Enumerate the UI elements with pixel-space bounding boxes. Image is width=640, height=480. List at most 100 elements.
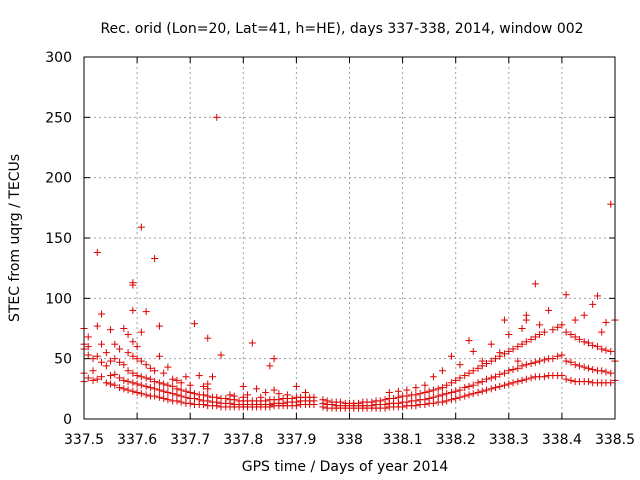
data-point: [186, 388, 194, 396]
data-point: [429, 393, 437, 401]
data-point: [266, 362, 274, 370]
data-point: [133, 388, 141, 396]
data-point: [164, 363, 172, 371]
data-point: [84, 351, 92, 359]
data-point: [111, 355, 119, 363]
data-point: [474, 364, 482, 372]
data-point: [602, 368, 610, 376]
data-point: [403, 398, 411, 406]
data-point: [93, 248, 101, 256]
data-point: [447, 352, 455, 360]
data-point: [102, 379, 110, 387]
x-tick-label: 338.3: [489, 432, 529, 448]
data-point: [598, 345, 606, 353]
data-point: [540, 328, 548, 336]
data-point: [598, 328, 606, 336]
data-point: [575, 335, 583, 343]
data-point: [169, 390, 177, 398]
data-point: [452, 394, 460, 402]
data-point: [160, 387, 168, 395]
data-point: [213, 393, 221, 401]
data-point: [120, 325, 128, 332]
data-point: [558, 372, 566, 380]
data-point: [531, 358, 539, 366]
data-point: [186, 381, 194, 389]
data-point: [531, 333, 539, 341]
data-point: [98, 310, 106, 318]
data-point: [107, 380, 115, 388]
data-point: [465, 369, 473, 377]
data-point: [173, 385, 181, 393]
x-tick-label: 337.7: [170, 432, 210, 448]
data-point: [447, 388, 455, 396]
data-point: [275, 390, 283, 398]
data-point: [129, 352, 137, 360]
data-point: [124, 349, 132, 357]
data-point: [142, 382, 150, 390]
data-point: [355, 399, 363, 407]
data-point: [447, 379, 455, 387]
data-point: [469, 381, 477, 389]
data-point: [429, 373, 437, 381]
data-point: [505, 347, 513, 355]
data-point: [199, 382, 207, 390]
data-point: [514, 378, 522, 386]
data-point: [540, 356, 548, 364]
data-point: [443, 397, 451, 405]
data-point: [452, 387, 460, 395]
data-point: [151, 392, 159, 400]
data-point: [368, 398, 376, 406]
data-point: [540, 373, 548, 381]
data-point: [182, 393, 190, 401]
data-point: [394, 399, 402, 407]
data-point: [514, 364, 522, 372]
data-point: [262, 397, 270, 405]
data-point: [443, 390, 451, 398]
data-point: [124, 331, 132, 339]
data-point: [487, 385, 495, 393]
data-point: [518, 376, 526, 384]
data-point: [376, 397, 384, 405]
data-point: [403, 392, 411, 400]
axis-ticks: [83, 56, 616, 420]
data-point: [129, 338, 137, 346]
data-point: [501, 316, 509, 324]
data-point: [151, 385, 159, 393]
y-tick-label: 200: [45, 171, 72, 187]
data-point: [394, 387, 402, 395]
data-point: [137, 328, 145, 336]
data-point: [182, 373, 190, 381]
data-point: [239, 382, 247, 390]
data-point: [514, 343, 522, 351]
data-point: [155, 393, 163, 401]
data-point: [593, 292, 601, 300]
data-point: [487, 340, 495, 348]
data-point: [562, 328, 570, 336]
data-point: [230, 392, 238, 400]
data-point: [571, 333, 579, 341]
data-point: [84, 333, 92, 341]
data-point: [120, 376, 128, 384]
data-point: [469, 390, 477, 398]
data-point: [487, 357, 495, 365]
data-point: [487, 374, 495, 382]
data-point: [531, 280, 539, 288]
data-point: [164, 381, 172, 389]
y-tick-label: 50: [54, 352, 72, 368]
data-point: [151, 255, 159, 263]
data-point: [133, 372, 141, 380]
data-point: [323, 397, 331, 405]
data-point: [482, 359, 490, 367]
data-point: [164, 396, 172, 404]
data-point: [116, 374, 124, 382]
data-point: [558, 351, 566, 359]
data-point: [580, 363, 588, 371]
x-tick-label: 337.5: [64, 432, 104, 448]
data-point: [177, 398, 185, 406]
data-point: [465, 337, 473, 345]
data-point: [190, 320, 198, 328]
data-point: [98, 340, 106, 348]
data-point: [204, 380, 212, 388]
data-point: [536, 331, 544, 339]
data-point: [549, 355, 557, 363]
